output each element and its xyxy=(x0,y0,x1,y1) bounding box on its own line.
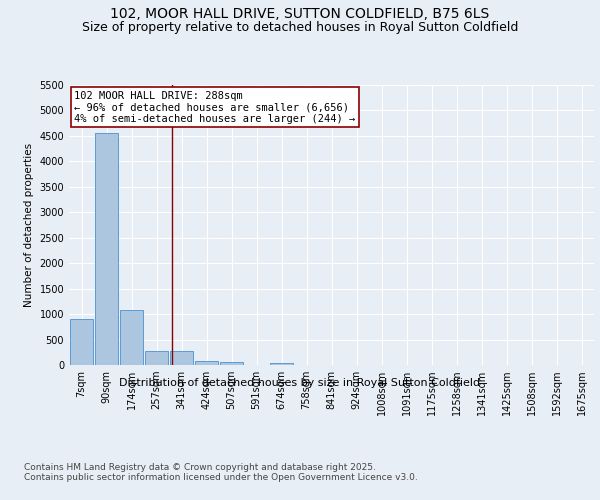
Bar xyxy=(120,310,143,365)
Bar xyxy=(270,364,293,365)
Bar xyxy=(95,134,118,365)
Text: 102, MOOR HALL DRIVE, SUTTON COLDFIELD, B75 6LS: 102, MOOR HALL DRIVE, SUTTON COLDFIELD, … xyxy=(110,8,490,22)
Bar xyxy=(220,362,243,365)
Text: 102 MOOR HALL DRIVE: 288sqm
← 96% of detached houses are smaller (6,656)
4% of s: 102 MOOR HALL DRIVE: 288sqm ← 96% of det… xyxy=(74,90,355,124)
Bar xyxy=(170,350,193,365)
Y-axis label: Number of detached properties: Number of detached properties xyxy=(24,143,34,307)
Text: Size of property relative to detached houses in Royal Sutton Coldfield: Size of property relative to detached ho… xyxy=(82,21,518,34)
Text: Distribution of detached houses by size in Royal Sutton Coldfield: Distribution of detached houses by size … xyxy=(119,378,481,388)
Bar xyxy=(195,361,218,365)
Bar xyxy=(70,319,93,365)
Text: Contains HM Land Registry data © Crown copyright and database right 2025.
Contai: Contains HM Land Registry data © Crown c… xyxy=(24,462,418,482)
Bar xyxy=(145,350,168,365)
